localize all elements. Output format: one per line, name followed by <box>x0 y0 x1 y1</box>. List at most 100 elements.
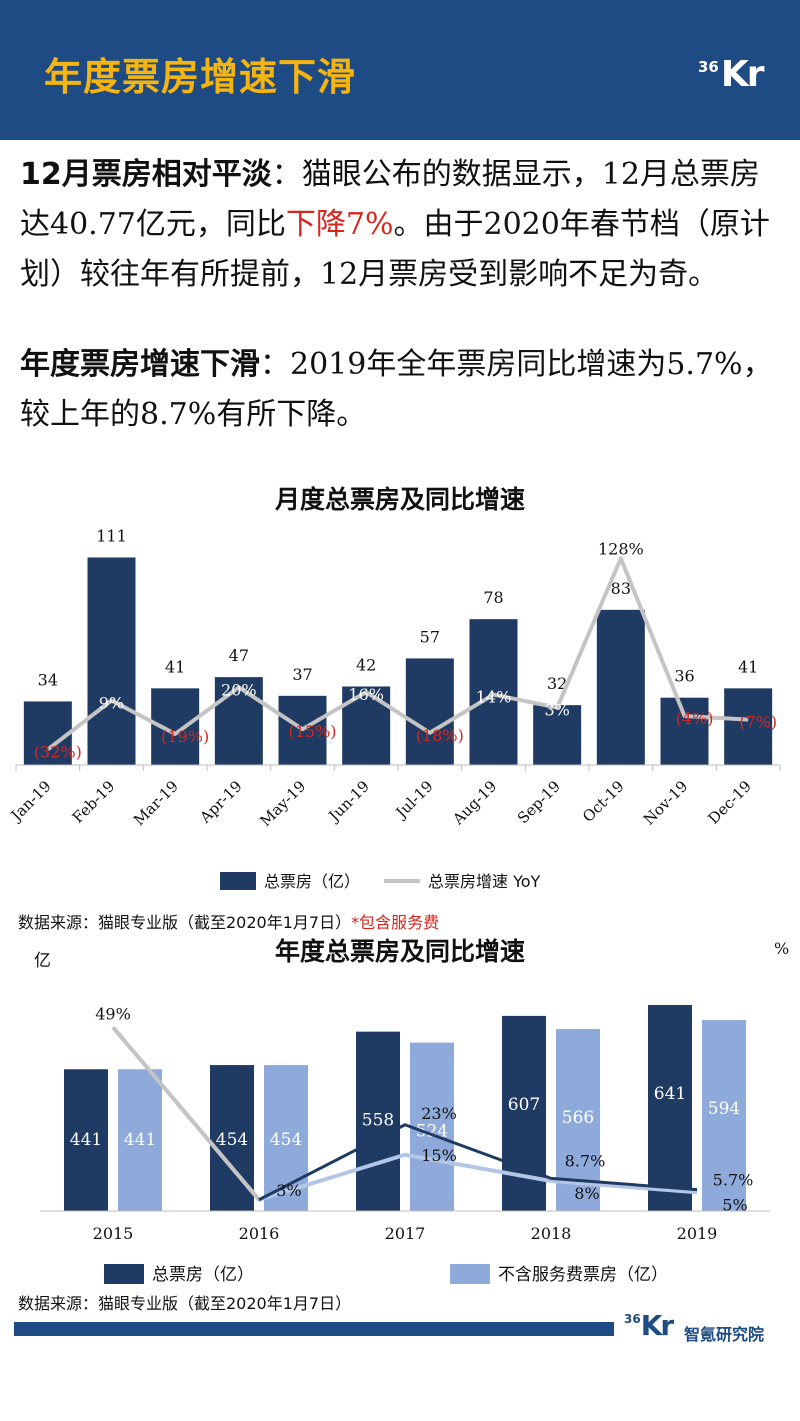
intro-paragraph-1: 12月票房相对平淡：猫眼公布的数据显示，12月总票房达40.77亿元，同比下降7… <box>20 150 785 300</box>
x-tick-label: Sep-19 <box>514 777 564 827</box>
p1-tail: 。由于2020年春节档（原计划）较往年有所提前，12月票房受到影响不足为奇。 <box>20 207 770 292</box>
bar-value-label: 34 <box>38 670 58 689</box>
growth-net-label: 8% <box>574 1184 599 1203</box>
legend-swatch-total <box>104 1264 144 1284</box>
bar-Dec-19 <box>724 688 773 765</box>
bar-net-2019 <box>702 1020 746 1211</box>
monthly-source-text: 数据来源：猫眼专业版（截至2020年1月7日） <box>18 913 352 932</box>
x-tick-label: Feb-19 <box>69 777 119 827</box>
yoy-label: (32%) <box>34 742 82 761</box>
x-tick-label: 2016 <box>239 1224 280 1243</box>
chart-title: 年度总票房及同比增速 <box>275 937 525 966</box>
growth-total-label: 23% <box>421 1104 457 1123</box>
bar-net-label: 566 <box>562 1108 594 1128</box>
bar-value-label: 42 <box>356 655 376 674</box>
yoy-label: 3% <box>544 701 569 720</box>
bar-net-label: 441 <box>124 1130 156 1150</box>
legend-label-total: 总票房（亿） <box>152 1265 254 1285</box>
bar-value-label: 41 <box>165 657 185 676</box>
x-tick-label: 2018 <box>531 1224 572 1243</box>
yoy-label: (4%) <box>676 709 714 728</box>
x-tick-label: Nov-19 <box>640 777 691 828</box>
yoy-label: 128% <box>598 539 644 558</box>
bar-Oct-19 <box>596 609 645 765</box>
growth-line-segment <box>111 1025 261 1202</box>
yoy-label: (19%) <box>161 727 209 746</box>
yoy-label: (7%) <box>739 713 777 732</box>
bar-value-label: 32 <box>547 674 567 693</box>
bar-Sep-19 <box>533 705 582 765</box>
x-tick-label: Aug-19 <box>449 777 501 829</box>
footer-logo-main: Kr <box>640 1309 674 1342</box>
bar-total-label: 558 <box>362 1111 394 1131</box>
yoy-label: 9% <box>99 694 124 713</box>
footer-bar <box>14 1322 614 1336</box>
growth-total-label: 49% <box>95 1004 131 1023</box>
bar-value-label: 83 <box>611 579 631 598</box>
legend-swatch-bar <box>220 872 256 890</box>
yoy-label: (18%) <box>416 726 464 745</box>
bar-total-label: 441 <box>70 1130 102 1150</box>
bar-value-label: 57 <box>420 627 440 646</box>
x-tick-label: 2019 <box>677 1224 718 1243</box>
bar-net-label: 454 <box>270 1130 302 1150</box>
bar-total-2017 <box>356 1031 400 1211</box>
x-tick-label: 2017 <box>385 1224 426 1243</box>
bar-total-label: 454 <box>216 1130 248 1150</box>
bar-Apr-19 <box>214 677 263 765</box>
bar-total-label: 641 <box>654 1084 686 1104</box>
growth-line-net <box>111 1025 698 1202</box>
bar-total-2019 <box>648 1004 692 1211</box>
bar-Jul-19 <box>405 658 454 765</box>
monthly-source: 数据来源：猫眼专业版（截至2020年1月7日）*包含服务费 <box>18 909 439 933</box>
growth-total-label: 5.7% <box>713 1171 754 1190</box>
yoy-label: 14% <box>476 688 512 707</box>
growth-line-total <box>258 1123 698 1202</box>
bar-net-label: 594 <box>708 1099 740 1119</box>
intro-paragraph-2: 年度票房增速下滑：2019年全年票房同比增速为5.7%，较上年的8.7%有所下降… <box>20 340 785 440</box>
logo-main: Kr <box>720 54 765 95</box>
footer-logo-sup: 36 <box>624 1312 641 1326</box>
growth-net-label: 15% <box>421 1146 457 1165</box>
x-tick-label: Jan-19 <box>6 777 55 826</box>
x-tick-label: 2015 <box>93 1224 134 1243</box>
footer-logo: 36Kr <box>624 1309 674 1342</box>
footer-org-name: 智氪研究院 <box>684 1325 765 1344</box>
bar-Aug-19 <box>469 619 518 765</box>
yoy-line <box>46 556 749 752</box>
x-tick-label: Jul-19 <box>391 777 437 823</box>
yoy-label: 16% <box>348 685 384 704</box>
yoy-label: (15%) <box>288 722 336 741</box>
bar-net-2015 <box>118 1069 162 1211</box>
logo-sup: 36 <box>698 58 719 76</box>
legend-label-net: 不含服务费票房（亿） <box>498 1265 668 1285</box>
bar-Feb-19 <box>87 557 136 765</box>
bar-value-label: 41 <box>738 657 758 676</box>
bar-value-label: 47 <box>229 646 249 665</box>
bar-Jan-19 <box>23 701 72 765</box>
bar-value-label: 36 <box>674 667 694 686</box>
p1-heading: 12月票房相对平淡 <box>20 157 272 192</box>
annual-source: 数据来源：猫眼专业版（截至2020年1月7日） <box>18 1294 352 1313</box>
x-tick-label: Jun-19 <box>324 777 373 826</box>
growth-total-label: 8.7% <box>565 1151 606 1170</box>
p2-text: ：2019年全年票房同比增速为5.7%，较上年的8.7%有所下降。 <box>20 347 773 432</box>
bar-Nov-19 <box>660 697 709 765</box>
header-banner: 年度票房增速下滑 36Kr <box>0 0 800 140</box>
monthly-box-office-chart: 月度总票房及同比增速 34 111 41 47 37 42 57 78 32 83 36 41 (32%)… <box>6 485 781 891</box>
p2-heading: 年度票房增速下滑 <box>20 347 260 382</box>
right-axis-unit: % <box>774 939 789 958</box>
x-tick-label: Oct-19 <box>579 777 628 826</box>
legend-label-bar: 总票房（亿） <box>264 872 360 891</box>
p1-highlight: 下降7% <box>285 207 394 242</box>
chart-title: 月度总票房及同比增速 <box>274 485 525 514</box>
legend-swatch-net <box>450 1264 490 1284</box>
bar-net-2017 <box>410 1042 454 1211</box>
p1-text: ：猫眼公布的数据显示，12月总票房达40.77亿元，同比 <box>20 157 760 242</box>
page-title: 年度票房增速下滑 <box>44 55 357 99</box>
brand-logo: 36Kr <box>698 54 765 95</box>
yoy-label: 20% <box>221 680 257 699</box>
x-tick-label: Mar-19 <box>130 777 182 829</box>
bar-value-label: 37 <box>292 665 312 684</box>
monthly-source-note: *包含服务费 <box>351 913 440 932</box>
